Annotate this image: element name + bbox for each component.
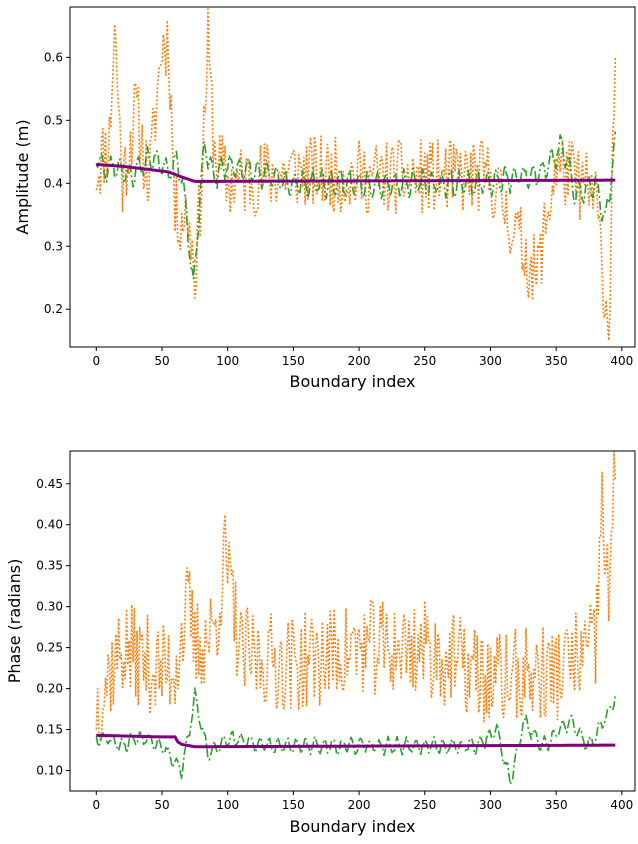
series-line-dashdot (95, 687, 617, 786)
x-tick-label: 150 (282, 354, 305, 368)
x-tick-label: 50 (154, 798, 169, 812)
y-tick-label: 0.20 (36, 682, 63, 696)
x-tick-label: 100 (216, 354, 239, 368)
phase-panel: 0 50 100 150 200 250 300 350 400 0.10 0.15 0.20 0.25… (5, 450, 636, 836)
x-tick-label: 200 (348, 798, 371, 812)
phase-series-layer (95, 451, 617, 786)
x-tick-label: 250 (413, 354, 436, 368)
x-tick-label: 400 (610, 798, 633, 812)
y-tick-label: 0.3 (44, 239, 63, 253)
phase-axes-frame (69, 450, 636, 792)
y-tick-label: 0.25 (36, 641, 63, 655)
x-tick-label: 50 (154, 354, 169, 368)
y-tick-label: 0.30 (36, 600, 63, 614)
x-tick-label: 350 (545, 798, 568, 812)
amplitude-axes-frame (69, 6, 636, 348)
x-tick-label: 300 (479, 354, 502, 368)
y-tick-label: 0.35 (36, 559, 63, 573)
phase-tick-layer: 0 50 100 150 200 250 300 350 400 0.10 0.15 0.20 0.25… (36, 477, 633, 812)
x-tick-label: 150 (282, 798, 305, 812)
x-tick-label: 250 (413, 798, 436, 812)
y-tick-label: 0.15 (36, 723, 63, 737)
y-tick-label: 0.2 (44, 302, 63, 316)
series-line-solid (96, 733, 616, 749)
amplitude-y-axis-label: Amplitude (m) (13, 119, 32, 234)
phase-x-axis-label: Boundary index (290, 817, 416, 836)
phase-y-axis-label: Phase (radians) (5, 559, 24, 684)
series-line-solid (96, 162, 616, 183)
amplitude-tick-layer: 0 50 100 150 200 250 300 350 400 0.2 0.3 0.4 0.5 0.6 (44, 50, 633, 368)
series-line-dotted (95, 451, 617, 742)
x-tick-label: 350 (545, 354, 568, 368)
y-tick-label: 0.45 (36, 477, 63, 491)
amplitude-series-layer (95, 8, 617, 342)
series-line-dotted (95, 8, 617, 342)
amplitude-panel: 0 50 100 150 200 250 300 350 4000.20.30.40.50.6 … (13, 6, 636, 391)
x-tick-label: 0 (92, 798, 100, 812)
x-tick-label: 400 (610, 354, 633, 368)
y-tick-label: 0.10 (36, 764, 63, 778)
x-tick-label: 100 (216, 798, 239, 812)
x-tick-label: 0 (92, 354, 100, 368)
y-tick-label: 0.40 (36, 518, 63, 532)
x-tick-label: 300 (479, 798, 502, 812)
x-tick-label: 200 (348, 354, 371, 368)
y-tick-label: 0.6 (44, 50, 63, 64)
y-tick-label: 0.4 (44, 176, 63, 190)
amplitude-x-axis-label: Boundary index (290, 372, 416, 391)
y-tick-label: 0.5 (44, 113, 63, 127)
